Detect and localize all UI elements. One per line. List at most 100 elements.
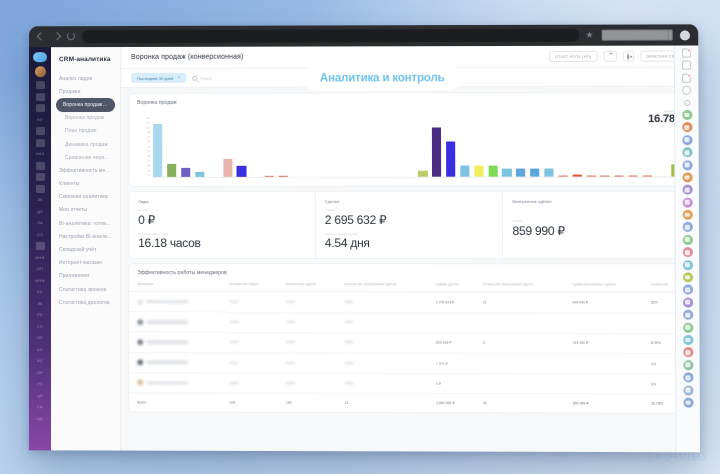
rail-label-КС[interactable]: КС xyxy=(37,289,43,295)
back-arrow-icon[interactable] xyxy=(37,32,46,41)
sidebar-item-13[interactable]: Складской учёт xyxy=(59,247,97,254)
rail-label-АН[interactable]: АН xyxy=(36,346,43,352)
rail-label-ЛА[interactable]: ЛА xyxy=(37,219,43,226)
frame-icon[interactable] xyxy=(35,81,45,90)
sidebar-toggle-icon[interactable] xyxy=(601,29,673,41)
chart-bar[interactable] xyxy=(432,127,442,177)
rail-label-ОР[interactable]: ОР xyxy=(36,369,44,375)
puzzle-icon[interactable] xyxy=(682,73,692,83)
chart-bar[interactable] xyxy=(460,165,470,177)
period-filter-pill[interactable]: Последние 30 дней × xyxy=(131,72,187,84)
sidebar-item-16[interactable]: Статистика звонков xyxy=(59,286,107,293)
chart-bar[interactable] xyxy=(488,165,498,177)
rail-label-ЭК[interactable]: ЭК xyxy=(37,197,43,203)
chart-bar[interactable] xyxy=(474,165,484,177)
search-icon[interactable] xyxy=(683,99,690,106)
rail-label-СБ[interactable]: СБ xyxy=(37,404,43,410)
table-column-header[interactable]: Сумма выигранных сделок xyxy=(568,276,647,292)
extension-icon[interactable] xyxy=(681,48,692,58)
rail-label-РЕ[interactable]: РЕ xyxy=(37,312,43,318)
chart-bar[interactable] xyxy=(530,168,540,177)
chart-bar[interactable] xyxy=(572,174,582,177)
reload-icon[interactable] xyxy=(67,32,76,41)
table-row[interactable]: 2 078 824 ₽22 644 640 ₽55% xyxy=(129,291,692,313)
user-avatar[interactable] xyxy=(34,65,46,77)
table-column-header[interactable]: Количество сделок xyxy=(281,276,341,292)
table-row[interactable]: 7 470 ₽0% xyxy=(129,352,692,375)
rail-label-РЗ[interactable]: РЗ xyxy=(37,381,43,387)
favicon-icon[interactable] xyxy=(681,134,693,145)
rail-label-ОП[interactable]: ОП xyxy=(36,266,44,272)
report-kpi-button[interactable]: ОТЧЁТ РОПА (KPI) xyxy=(549,50,598,63)
chart-bar[interactable] xyxy=(264,175,274,177)
chart-bar[interactable] xyxy=(614,175,624,177)
favicon-icon[interactable] xyxy=(682,234,693,245)
chart-bar[interactable] xyxy=(642,175,653,177)
rail-label-ДЗ[interactable]: ДЗ xyxy=(37,208,43,214)
chart-bar[interactable] xyxy=(516,168,526,177)
rail-label-КЛ[interactable]: КЛ xyxy=(37,116,43,122)
chart-bar[interactable] xyxy=(236,166,247,177)
favicon-icon[interactable] xyxy=(682,247,693,258)
settings-button[interactable] xyxy=(622,50,634,62)
app-logo-icon[interactable] xyxy=(33,52,48,63)
favicon-icon[interactable] xyxy=(682,397,694,408)
forward-arrow-icon[interactable] xyxy=(52,32,61,41)
chart-bar[interactable] xyxy=(181,168,191,177)
chart-bar[interactable] xyxy=(558,175,568,177)
favicon-icon[interactable] xyxy=(681,172,693,183)
rail-label-ИНФ[interactable]: ИНФ xyxy=(35,254,45,260)
table-column-header[interactable]: Количество проигранных сделок xyxy=(340,276,432,292)
favicon-icon[interactable] xyxy=(682,272,693,283)
chart-bar[interactable] xyxy=(222,159,233,177)
table-column-header[interactable]: Количество лидов xyxy=(225,276,282,292)
favicon-icon[interactable] xyxy=(682,385,694,396)
rail-label-ИНФ[interactable]: ИНФ xyxy=(35,277,45,283)
favicon-icon[interactable] xyxy=(682,359,694,371)
rail-label-ПР[interactable]: ПР xyxy=(36,335,43,341)
profile-avatar-icon[interactable] xyxy=(679,29,691,40)
chart-bar[interactable] xyxy=(544,168,554,177)
sidebar-item-6[interactable]: Сравнение периодов xyxy=(65,154,116,161)
report-dropdown-button[interactable] xyxy=(603,50,617,62)
sidebar-item-7[interactable]: Эффективность менедж... xyxy=(59,167,121,174)
table-row[interactable] xyxy=(129,312,692,334)
table-column-header[interactable]: Количество выигранных сделок xyxy=(478,276,569,292)
card-icon[interactable] xyxy=(35,104,45,113)
chart-bar[interactable] xyxy=(502,168,512,177)
bookmark-star-icon[interactable] xyxy=(585,31,594,40)
rail-label-СЗ[interactable]: СЗ xyxy=(37,231,43,237)
favicon-icon[interactable] xyxy=(682,297,693,308)
chart-bar[interactable] xyxy=(167,164,177,177)
chart-bar[interactable] xyxy=(153,123,163,177)
sidebar-item-14[interactable]: Интернет-магазин xyxy=(59,260,103,267)
sidebar-item-1[interactable]: Продажи xyxy=(59,88,81,95)
chart-bar[interactable] xyxy=(418,170,428,177)
rail-label-ЦР[interactable]: ЦР xyxy=(36,392,43,398)
rail-label-ЛК[interactable]: ЛК xyxy=(37,300,43,306)
grid-icon[interactable] xyxy=(35,184,45,193)
sidebar-item-4[interactable]: План продаж xyxy=(65,128,97,135)
favicon-icon[interactable] xyxy=(682,222,693,233)
sidebar-item-9[interactable]: Сквозная аналитика xyxy=(59,194,108,201)
favicon-icon[interactable] xyxy=(682,184,693,195)
table-column-header[interactable]: Менеджер xyxy=(129,276,226,292)
sidebar-item-17[interactable]: Статистика диалогов xyxy=(59,299,110,306)
chart-bar[interactable] xyxy=(628,175,638,177)
favicon-icon[interactable] xyxy=(682,197,693,208)
chart-bar[interactable] xyxy=(446,141,456,177)
history-icon[interactable] xyxy=(682,85,692,96)
favicon-icon[interactable] xyxy=(682,372,694,383)
rail-label-АС[interactable]: АС xyxy=(37,358,43,364)
rail-label-СП[interactable]: СП xyxy=(36,323,44,329)
address-bar[interactable] xyxy=(81,28,580,44)
rail-label-НАЗ[interactable]: НАЗ xyxy=(35,151,45,157)
favicon-icon[interactable] xyxy=(682,259,693,270)
sidebar-item-15[interactable]: Приложения xyxy=(59,273,90,280)
chat-icon[interactable] xyxy=(35,92,45,101)
favicon-icon[interactable] xyxy=(682,284,693,295)
favicon-icon[interactable] xyxy=(682,334,693,346)
favicon-icon[interactable] xyxy=(682,209,693,220)
favicon-icon[interactable] xyxy=(681,159,693,170)
content-scroll[interactable]: Воронка продаж конверсия 16.78% 12011010… xyxy=(121,87,700,413)
